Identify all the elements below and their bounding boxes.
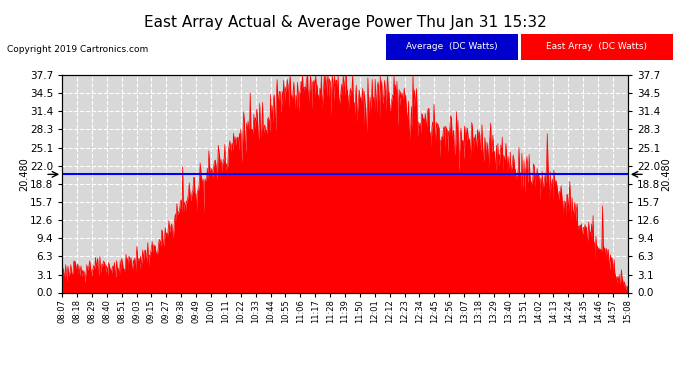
Text: East Array  (DC Watts): East Array (DC Watts) [546, 42, 647, 51]
Text: Average  (DC Watts): Average (DC Watts) [406, 42, 497, 51]
Text: 20.480: 20.480 [661, 158, 671, 191]
Text: 20.480: 20.480 [19, 158, 29, 191]
Text: Copyright 2019 Cartronics.com: Copyright 2019 Cartronics.com [7, 45, 148, 54]
Text: East Array Actual & Average Power Thu Jan 31 15:32: East Array Actual & Average Power Thu Ja… [144, 15, 546, 30]
